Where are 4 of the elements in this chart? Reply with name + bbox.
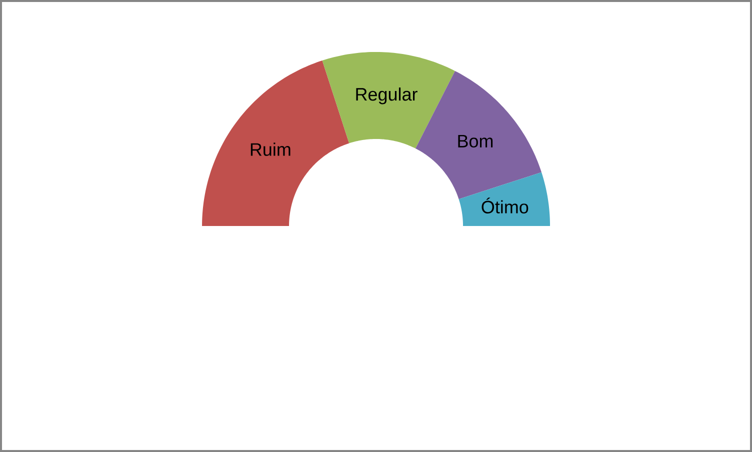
slice-label: Regular — [356, 87, 418, 104]
slice-label: Ruim — [250, 142, 290, 156]
slice-label: Ótimo — [482, 198, 528, 214]
slice-label: Bom — [458, 134, 493, 148]
